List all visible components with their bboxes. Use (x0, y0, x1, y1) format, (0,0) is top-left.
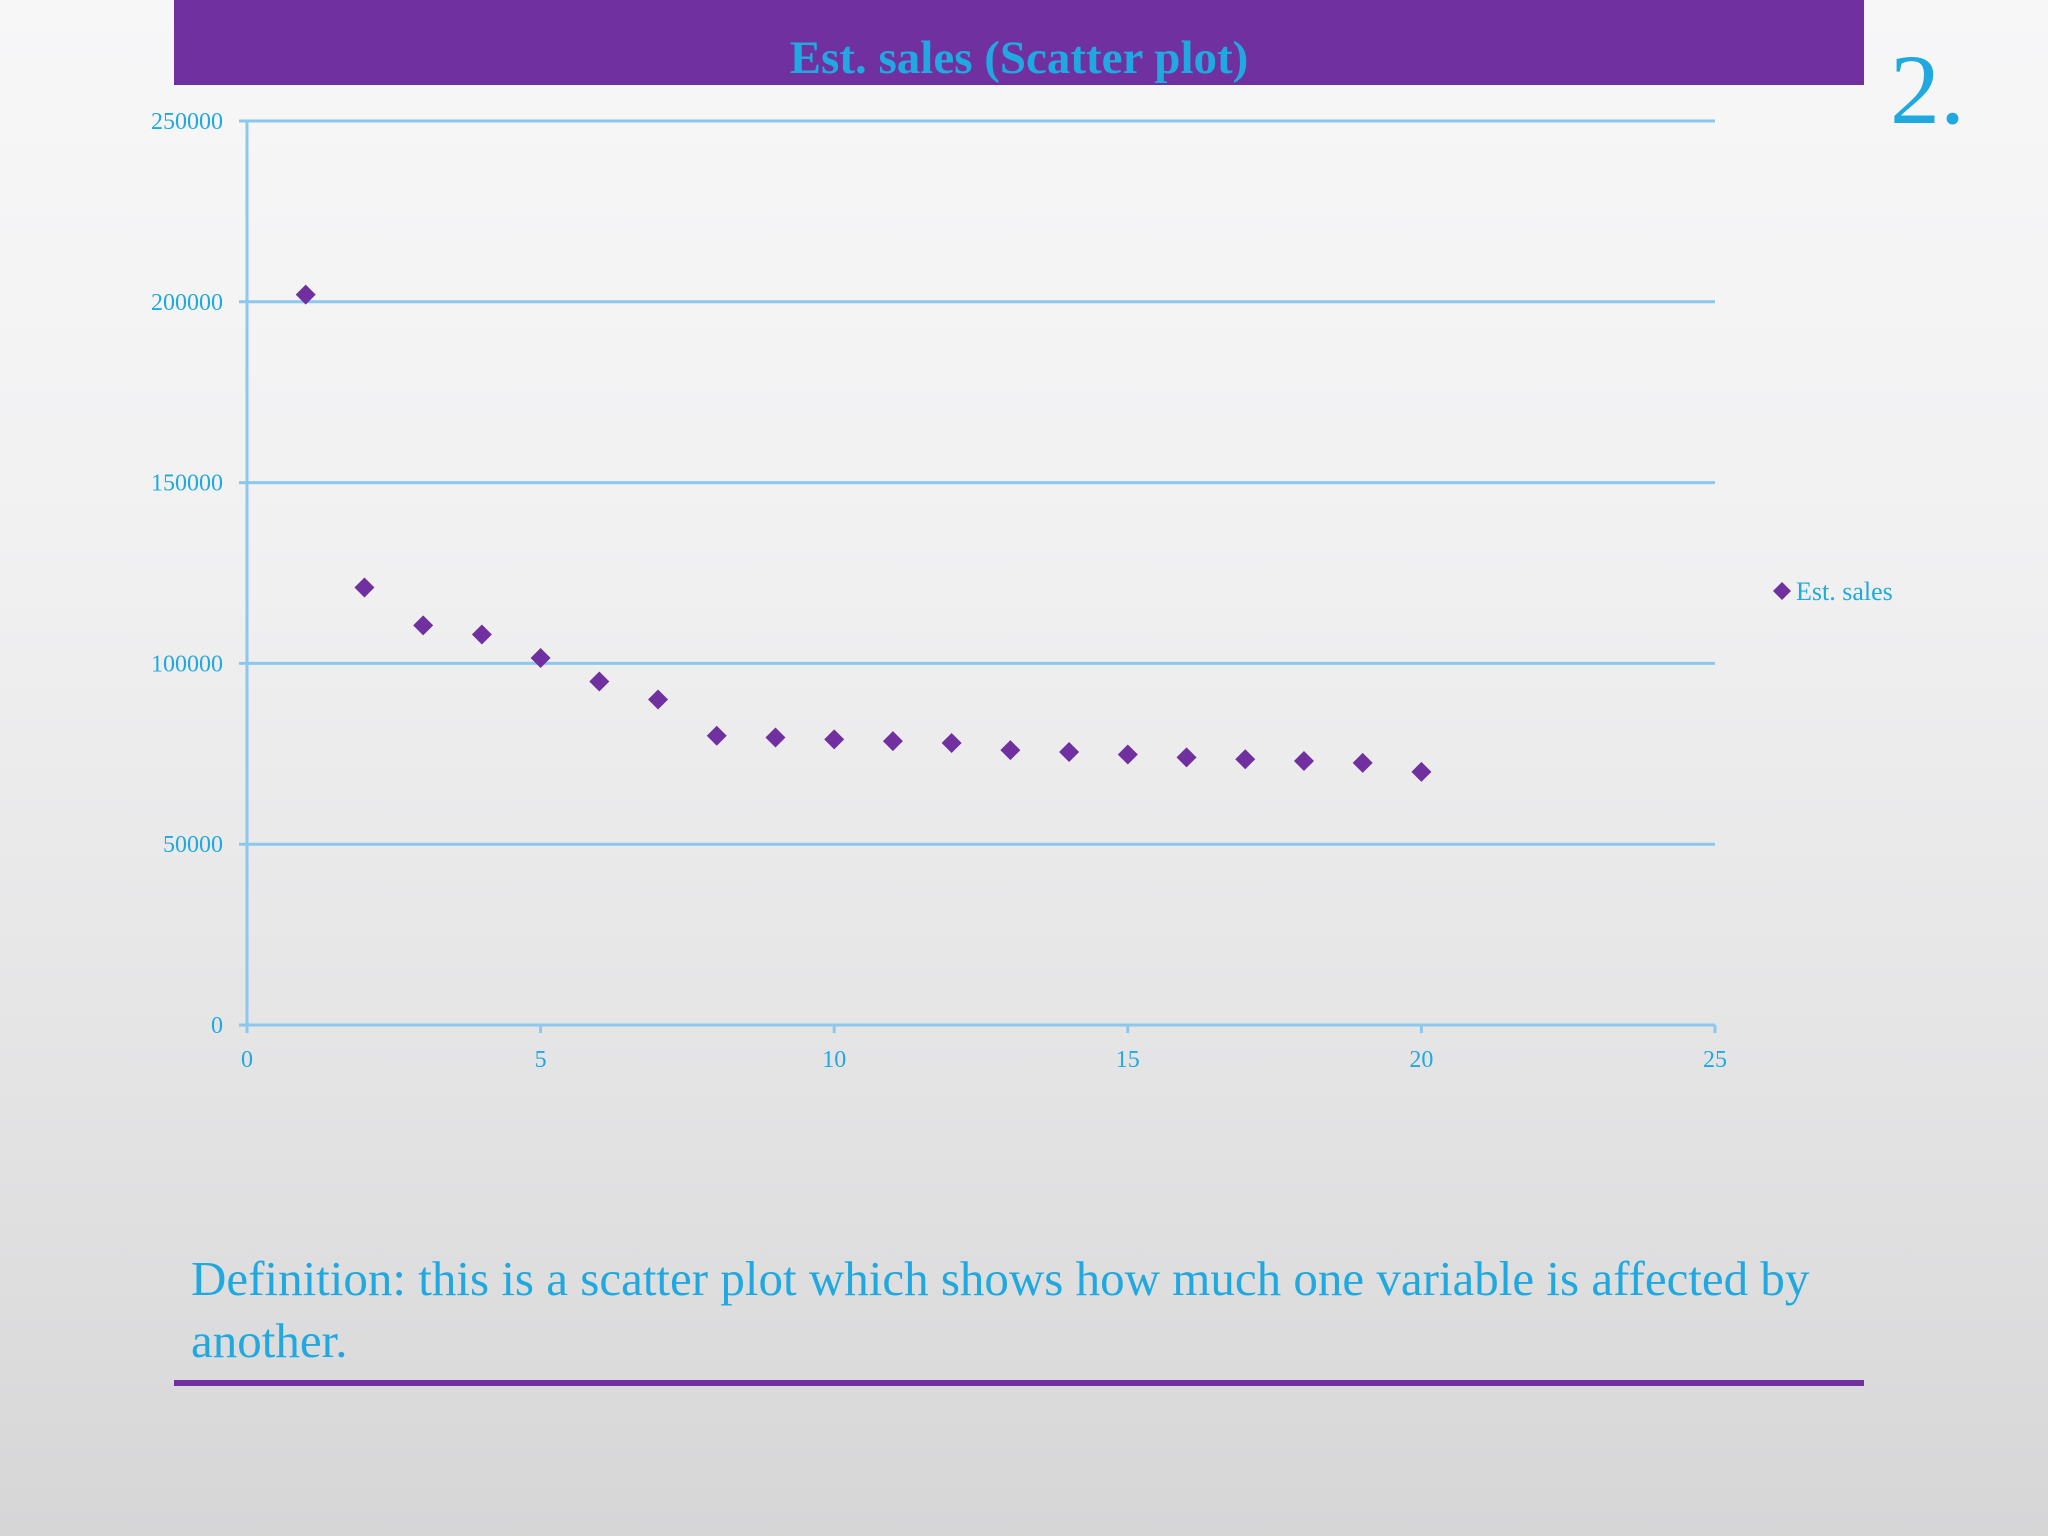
slide-title: Est. sales (Scatter plot) (789, 32, 1249, 84)
data-point (295, 284, 316, 305)
data-point (530, 647, 551, 668)
data-point (1293, 751, 1314, 772)
y-tick-label: 100000 (151, 651, 223, 677)
definition-text: Definition: this is a scatter plot which… (191, 1251, 1810, 1368)
data-point (1176, 747, 1197, 768)
data-point (354, 577, 375, 598)
data-point (1117, 744, 1138, 765)
x-tick-label: 10 (822, 1047, 846, 1073)
x-tick-label: 5 (535, 1047, 547, 1073)
bottom-divider (174, 1380, 1864, 1386)
data-point (1059, 741, 1080, 762)
scatter-chart: 0 50000 100000 150000 200000 250000 0 5 10 15 20 25… (151, 109, 1893, 1073)
y-tick-label: 200000 (151, 290, 223, 316)
legend-label: Est. sales (1796, 577, 1893, 606)
data-point (1000, 740, 1021, 761)
data-point (1352, 752, 1373, 773)
data-point (765, 727, 786, 748)
title-bar: Est. sales (Scatter plot) (174, 0, 1864, 85)
data-point (589, 671, 610, 692)
data-point (1411, 761, 1432, 782)
data-point (413, 615, 434, 636)
data-point (824, 729, 845, 750)
slide-number: 2. (1890, 34, 1965, 145)
data-point (941, 732, 962, 753)
x-tick-label: 25 (1703, 1047, 1727, 1073)
x-tick-label: 15 (1116, 1047, 1140, 1073)
y-tick-label: 50000 (163, 832, 223, 858)
data-point (882, 731, 903, 752)
data-point (1235, 749, 1256, 770)
y-tick-label: 250000 (151, 109, 223, 135)
data-point (648, 689, 669, 710)
data-point (706, 725, 727, 746)
y-tick-label: 150000 (151, 471, 223, 497)
x-tick-label: 20 (1409, 1047, 1433, 1073)
data-point (471, 624, 492, 645)
legend-marker (1773, 582, 1791, 600)
x-tick-label: 0 (241, 1047, 253, 1073)
y-tick-label: 0 (211, 1013, 223, 1039)
